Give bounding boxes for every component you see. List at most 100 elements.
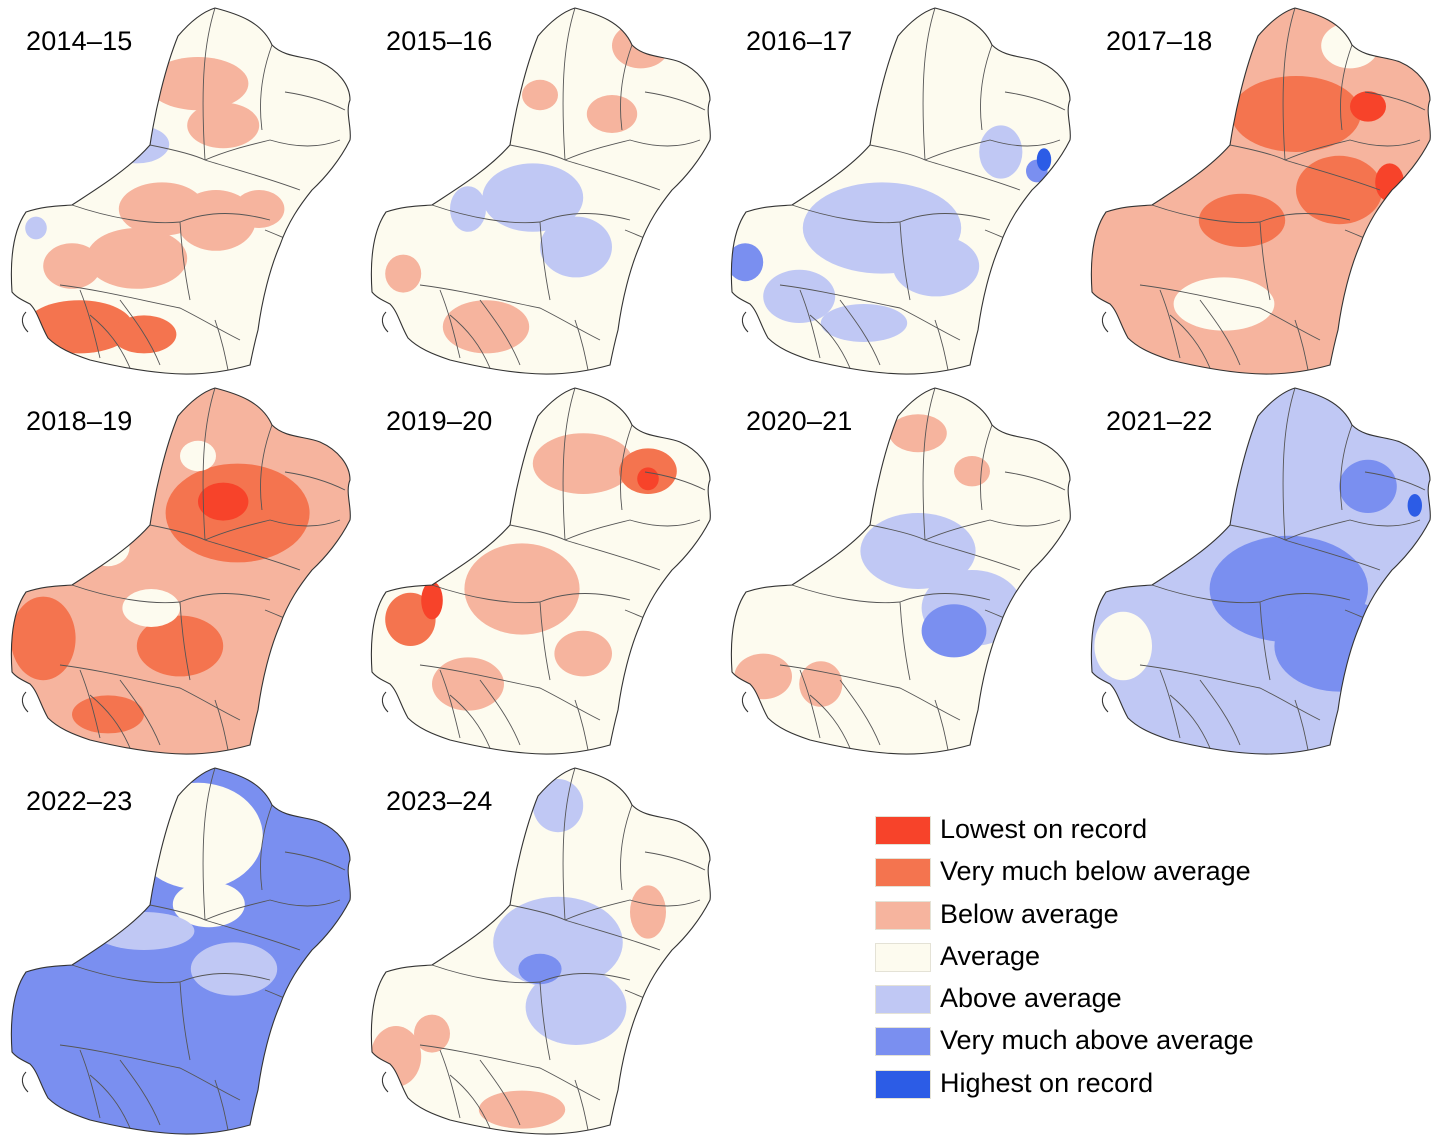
catchment-boundary <box>799 289 821 359</box>
anomaly-patch-above <box>25 216 47 240</box>
catchment-boundary <box>509 144 566 161</box>
basin-map <box>1090 387 1431 755</box>
basin-map <box>10 767 351 1135</box>
catchment-boundary <box>924 139 1061 161</box>
catchment-boundary <box>1340 424 1353 511</box>
catchment-boundary <box>431 204 541 224</box>
anomaly-patch-below <box>43 243 101 289</box>
anomaly-patch-very-below <box>1198 193 1286 247</box>
catchment-boundary <box>1259 221 1271 301</box>
catchment-boundary <box>439 289 461 359</box>
catchment-boundary <box>779 664 961 721</box>
catchment-boundary <box>574 699 589 751</box>
anomaly-patch-average <box>1321 22 1379 69</box>
basin-outline <box>370 7 711 375</box>
catchment-boundary <box>204 159 301 191</box>
catchment-boundary <box>620 44 633 131</box>
catchment-boundary <box>539 981 551 1061</box>
catchment-boundary <box>1004 91 1066 111</box>
coastline-outlet <box>1101 311 1109 333</box>
anomaly-patch-very-below <box>1296 155 1383 225</box>
panel-title: 2019–20 <box>386 406 493 436</box>
anomaly-patch-below <box>147 57 249 111</box>
basin-map <box>1090 7 1431 375</box>
catchment-boundary <box>449 314 491 369</box>
catchment-boundary <box>564 919 661 951</box>
anomaly-patch-above <box>532 779 584 833</box>
catchment-boundary <box>1259 213 1351 223</box>
catchment-boundary <box>89 694 131 749</box>
catchment-boundary <box>1282 388 1296 541</box>
catchment-boundary <box>922 8 936 161</box>
catchment-boundary <box>204 919 301 951</box>
legend-swatch <box>875 985 931 1015</box>
catchment-boundary <box>149 904 206 921</box>
anomaly-patch-average <box>1173 277 1275 331</box>
catchment-boundary <box>431 584 541 604</box>
catchment-boundary <box>79 289 101 359</box>
catchment-boundary <box>562 8 576 161</box>
catchment-boundary <box>1294 699 1309 751</box>
basin-map <box>370 767 711 1135</box>
legend-label: Lowest on record <box>940 814 1148 844</box>
catchment-boundary <box>1169 694 1211 749</box>
catchment-boundary <box>149 144 206 161</box>
anomaly-patch-average <box>122 589 180 627</box>
catchment-boundary <box>809 314 851 369</box>
basin-base-fill <box>11 768 351 1135</box>
catchment-boundary <box>179 221 191 301</box>
anomaly-patch-very-above <box>1274 600 1404 692</box>
catchment-boundary <box>620 424 633 511</box>
legend-swatch <box>875 942 931 972</box>
catchment-boundary <box>809 694 851 749</box>
legend-swatch <box>875 1027 931 1057</box>
catchment-boundary <box>574 319 589 371</box>
anomaly-patch-very-above <box>986 653 1030 700</box>
catchment-boundary <box>179 601 191 681</box>
catchment-boundary <box>1282 8 1296 161</box>
basin-outline <box>10 7 351 375</box>
catchment-boundary <box>899 213 991 223</box>
map-panel-2015-16: 2015–16 <box>360 0 720 380</box>
catchment-boundary <box>1151 204 1261 224</box>
catchment-boundary <box>1259 601 1271 681</box>
map-panel-2017-18: 2017–18 <box>1080 0 1440 380</box>
catchment-boundary <box>449 1074 491 1129</box>
basin-outline <box>730 7 1071 375</box>
anomaly-patch-above <box>525 969 627 1045</box>
legend-item-below: Below average <box>875 897 1396 939</box>
catchment-boundary <box>924 159 1021 191</box>
anomaly-patch-below <box>532 433 634 494</box>
catchment-boundary <box>899 221 911 301</box>
catchment-boundary <box>869 524 926 541</box>
catchment-boundary <box>539 221 551 301</box>
catchment-boundary <box>71 964 181 984</box>
legend-item-very-below: Very much below average <box>875 854 1396 896</box>
catchment-boundary <box>1229 524 1286 541</box>
catchment-boundary <box>539 601 551 681</box>
basin-outline <box>10 387 351 755</box>
catchment-boundary <box>799 669 821 739</box>
catchment-boundary <box>119 1059 161 1126</box>
basin-outline <box>10 767 351 1135</box>
anomaly-patch-very-below <box>11 596 76 681</box>
catchment-boundary <box>260 424 273 511</box>
coastline-outlet <box>21 311 29 333</box>
coastline-outlet <box>381 691 389 713</box>
anomaly-patch-above <box>540 216 612 278</box>
map-panel-2019-20: 2019–20 <box>360 380 720 760</box>
catchment-boundary <box>620 804 633 891</box>
catchment-boundary <box>1229 144 1286 161</box>
anomaly-patch-very-below <box>72 695 144 734</box>
anomaly-patch-above <box>482 163 584 232</box>
catchment-boundary <box>419 664 601 721</box>
catchment-boundary <box>204 539 301 571</box>
catchment-boundary <box>564 159 661 191</box>
catchment-boundary <box>449 694 491 749</box>
anomaly-patch-very-below <box>136 615 224 677</box>
map-panel-2014-15: 2014–15 <box>0 0 360 380</box>
catchment-boundary <box>562 768 576 921</box>
anomaly-patch-below <box>234 190 285 228</box>
catchment-boundary <box>419 1044 601 1101</box>
legend-swatch <box>875 900 931 930</box>
